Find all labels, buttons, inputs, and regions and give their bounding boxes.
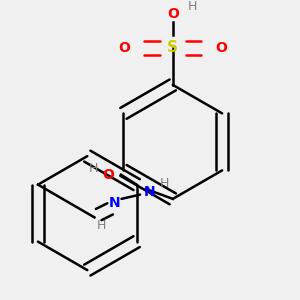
- Text: H: H: [188, 0, 197, 13]
- Text: H: H: [97, 219, 106, 232]
- Text: O: O: [167, 7, 179, 21]
- Text: O: O: [118, 41, 130, 55]
- Text: N: N: [144, 185, 156, 199]
- Text: O: O: [102, 168, 114, 182]
- Text: N: N: [109, 196, 120, 210]
- Text: H: H: [89, 163, 99, 176]
- Text: H: H: [160, 177, 169, 190]
- Text: O: O: [215, 41, 227, 55]
- Text: S: S: [167, 40, 178, 56]
